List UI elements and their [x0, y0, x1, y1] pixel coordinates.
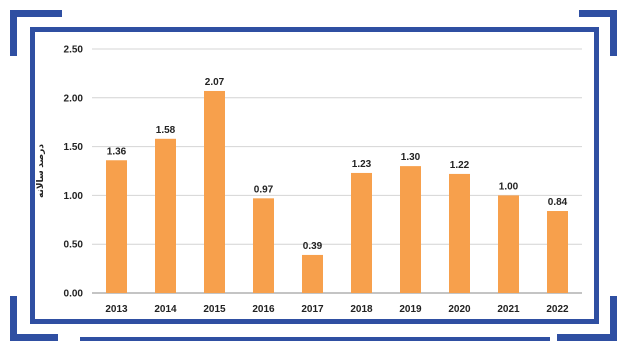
x-axis-ticks: 2013 2014 2015 2016 2017 2018 2019 2020 2021 2022 [105, 304, 569, 315]
bar-2021 [498, 195, 519, 293]
x-tick-label-2019: 2019 [399, 304, 422, 315]
x-tick-label-2022: 2022 [546, 304, 569, 315]
data-label-2020: 1.22 [450, 160, 470, 171]
bar-2016 [253, 198, 274, 293]
data-label-2013: 1.36 [107, 146, 127, 157]
data-label-2019: 1.30 [401, 152, 421, 163]
x-tick-label-2016: 2016 [252, 304, 275, 315]
data-label-2017: 0.39 [303, 241, 323, 252]
corner-top-left-vertical [10, 10, 17, 56]
corner-bottom-left-vertical [10, 296, 17, 341]
corner-top-right-vertical [610, 10, 617, 56]
bar-2020 [449, 173, 470, 293]
x-tick-label-2017: 2017 [301, 304, 324, 315]
corner-bottom-right-horizontal [557, 334, 617, 341]
data-label-2016: 0.97 [254, 184, 274, 195]
corner-bottom-right-vertical [610, 296, 617, 341]
data-label-2021: 1.00 [499, 181, 519, 192]
y-axis-title: درصد سالانه [35, 144, 46, 198]
bar-2022 [547, 211, 568, 293]
corner-top-left-horizontal [10, 10, 62, 17]
bar-2019 [400, 166, 421, 293]
x-tick-label-2013: 2013 [105, 304, 128, 315]
x-tick-label-2021: 2021 [497, 304, 520, 315]
bar-2013 [106, 160, 127, 293]
corner-top-right-horizontal [579, 10, 617, 17]
y-axis-ticks: 0.00 0.50 1.00 1.50 2.00 2.50 [64, 45, 84, 300]
bar-2015 [204, 90, 225, 293]
data-label-2014: 1.58 [156, 125, 176, 136]
y-tick-label: 2.50 [64, 45, 84, 56]
y-tick-label: 0.50 [64, 240, 84, 251]
y-tick-label: 2.00 [64, 93, 84, 104]
bar-2014 [155, 138, 176, 293]
bars [106, 90, 568, 293]
data-label-2018: 1.23 [352, 159, 372, 170]
corner-bottom-left-horizontal [10, 334, 58, 341]
x-tick-label-2014: 2014 [154, 304, 177, 315]
x-tick-label-2020: 2020 [448, 304, 471, 315]
bar-2018 [351, 172, 372, 293]
y-tick-label: 1.00 [64, 191, 84, 202]
bottom-accent-bar [80, 337, 550, 341]
x-tick-label-2015: 2015 [203, 304, 226, 315]
data-label-2015: 2.07 [205, 77, 225, 88]
data-label-2022: 0.84 [548, 197, 568, 208]
y-tick-label: 1.50 [64, 142, 84, 153]
x-tick-label-2018: 2018 [350, 304, 373, 315]
data-labels: 1.36 1.58 2.07 0.97 0.39 1.23 1.30 1.22 1.00 0.84 [107, 77, 568, 252]
y-tick-label: 0.00 [64, 289, 84, 300]
bar-2017 [302, 254, 323, 293]
